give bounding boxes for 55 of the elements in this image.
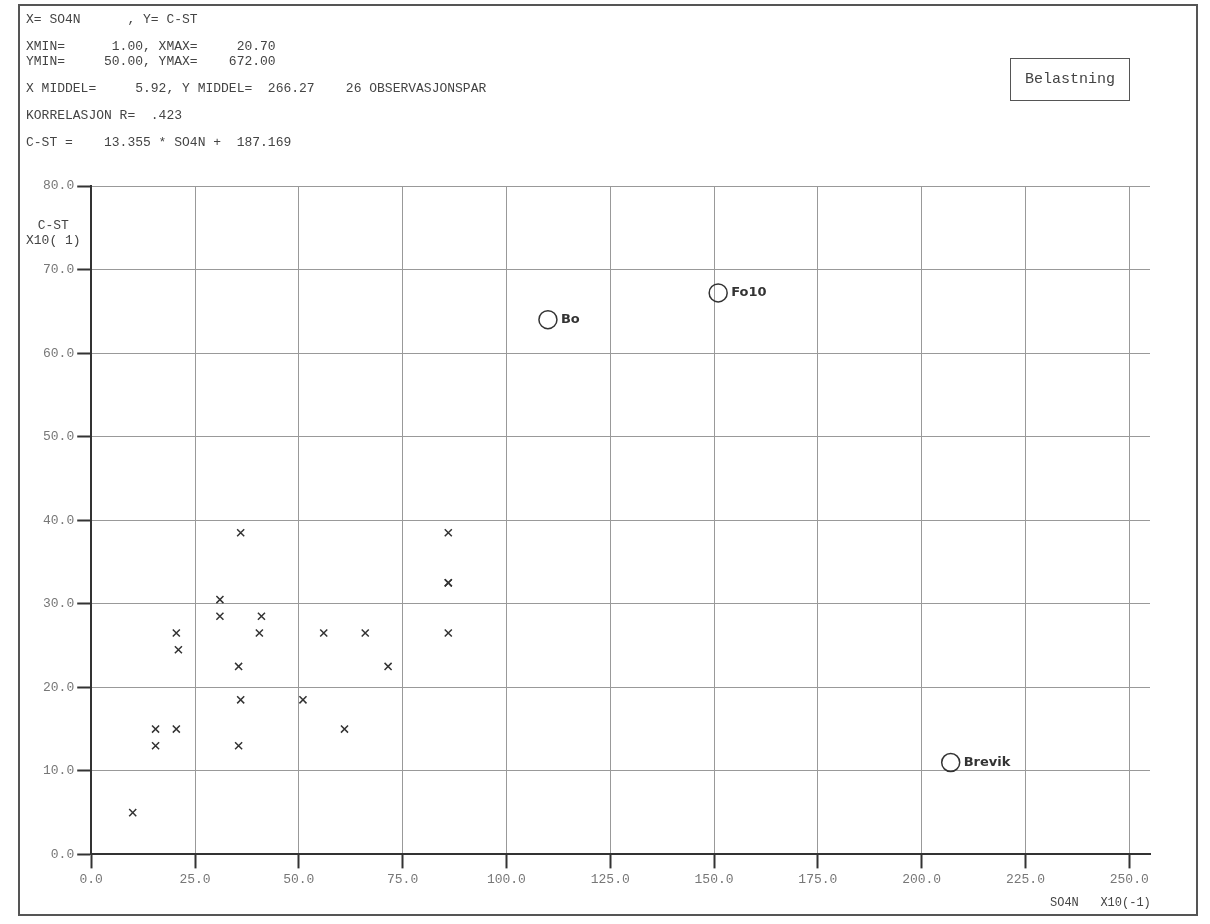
y-tick-label: 60.0	[42, 345, 75, 361]
x-tick-label: 225.0	[1005, 871, 1045, 887]
x-tick-label: 75.0	[387, 871, 419, 887]
text: KORRELASJON R= .423	[26, 108, 184, 123]
x-axis-title: SO4N X10(-1)	[1050, 896, 1151, 910]
y-tick-label: 80.0	[42, 178, 75, 194]
point	[383, 662, 393, 671]
x-tick-label: 100.0	[486, 871, 526, 887]
text: XMIN= 1.00, XMAX= 20.70 YMIN= 50.00, YMAX= 672.00	[26, 39, 277, 69]
y-tick-label: 40.0	[42, 512, 75, 528]
point	[234, 741, 243, 751]
text: X MIDDEL= 5.92, Y MIDDEL= 266.27 26 OBSERVASJONSPAR	[26, 81, 487, 96]
point	[360, 628, 370, 638]
point	[215, 612, 225, 621]
point	[257, 612, 266, 621]
y-tick-label: 50.0	[42, 429, 75, 445]
point	[234, 662, 243, 671]
point	[236, 695, 245, 705]
chart-title: X= SO4N , Y= C-ST	[26, 12, 199, 27]
point	[172, 724, 181, 734]
point	[151, 741, 160, 751]
y-tick-label: 20.0	[42, 679, 75, 695]
x-tick-label: 0.0	[79, 871, 103, 887]
point	[255, 628, 264, 638]
x-tick-label: 175.0	[798, 871, 838, 887]
point	[444, 628, 453, 638]
point	[215, 595, 225, 604]
point	[319, 628, 329, 638]
x-tick-label: 150.0	[694, 871, 734, 887]
point	[340, 724, 349, 734]
point	[174, 645, 183, 654]
point	[298, 695, 308, 705]
text: Belastning	[1010, 58, 1131, 101]
point	[940, 752, 961, 773]
point	[151, 724, 160, 734]
annotation: Bo	[560, 311, 580, 327]
point	[236, 528, 245, 538]
annotation: Brevik	[963, 753, 1011, 769]
x-tick-label: 200.0	[902, 871, 942, 887]
point	[172, 628, 181, 638]
point	[444, 528, 453, 538]
x-tick-label: 50.0	[283, 871, 315, 887]
x-tick-label: 25.0	[179, 871, 211, 887]
annotation: Fo10	[731, 284, 767, 300]
point	[708, 283, 728, 303]
point	[128, 808, 138, 817]
x-tick-label: 250.0	[1109, 871, 1149, 887]
point	[538, 309, 558, 330]
y-tick-label: 30.0	[42, 596, 75, 612]
y-axis-title: C-ST X10( 1)	[26, 218, 81, 248]
text: C-ST = 13.355 * SO4N + 187.169	[26, 135, 293, 150]
x-tick-label: 125.0	[590, 871, 630, 887]
y-tick-label: 10.0	[42, 763, 75, 779]
y-tick-label: 0.0	[50, 846, 75, 862]
y-tick-label: 70.0	[42, 261, 75, 277]
